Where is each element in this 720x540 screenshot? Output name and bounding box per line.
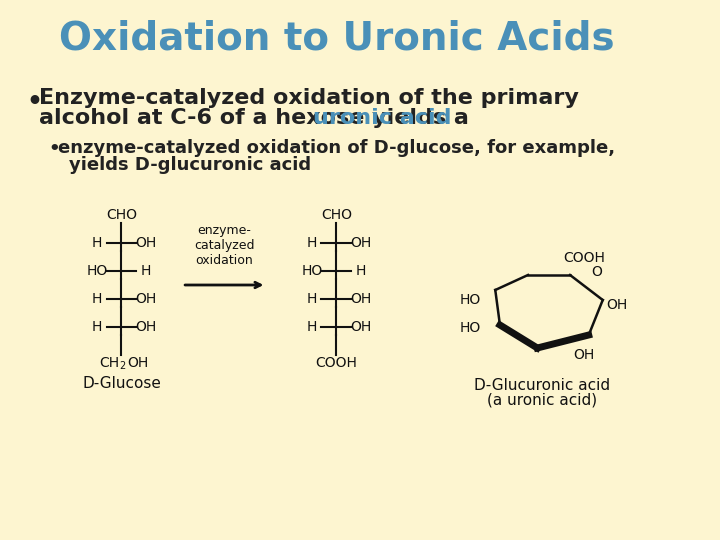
Text: Enzyme-catalyzed oxidation of the primary: Enzyme-catalyzed oxidation of the primar… <box>40 88 579 108</box>
Text: 2: 2 <box>120 361 126 371</box>
Text: OH: OH <box>135 236 156 250</box>
Text: CHO: CHO <box>106 208 137 222</box>
Text: OH: OH <box>350 292 372 306</box>
Text: OH: OH <box>350 320 372 334</box>
Text: H: H <box>356 264 366 278</box>
Text: H: H <box>92 292 102 306</box>
Text: CHO: CHO <box>321 208 352 222</box>
Text: (a uronic acid): (a uronic acid) <box>487 393 597 408</box>
Text: alcohol at C-6 of a hexose yields a: alcohol at C-6 of a hexose yields a <box>40 108 477 128</box>
Text: Oxidation to Uronic Acids: Oxidation to Uronic Acids <box>58 19 614 57</box>
Text: H: H <box>307 236 318 250</box>
Text: HO: HO <box>86 264 108 278</box>
Text: yields D-glucuronic acid: yields D-glucuronic acid <box>69 156 311 174</box>
Text: OH: OH <box>135 320 156 334</box>
Text: HO: HO <box>302 264 323 278</box>
Text: uronic acid: uronic acid <box>313 108 452 128</box>
Text: H: H <box>307 292 318 306</box>
Text: OH: OH <box>135 292 156 306</box>
Text: COOH: COOH <box>315 356 357 370</box>
Text: OH: OH <box>350 236 372 250</box>
Text: HO: HO <box>459 321 481 335</box>
Text: OH: OH <box>573 348 595 362</box>
Text: H: H <box>92 236 102 250</box>
Text: •: • <box>48 140 60 158</box>
Text: HO: HO <box>459 293 481 307</box>
Text: OH: OH <box>127 356 148 370</box>
Text: COOH: COOH <box>563 251 605 265</box>
Text: •: • <box>26 90 42 114</box>
Text: H: H <box>140 264 151 278</box>
Text: H: H <box>92 320 102 334</box>
Text: OH: OH <box>606 298 627 312</box>
Text: O: O <box>591 265 602 279</box>
Text: enzyme-
catalyzed
oxidation: enzyme- catalyzed oxidation <box>194 224 255 267</box>
Text: enzyme-catalyzed oxidation of D-glucose, for example,: enzyme-catalyzed oxidation of D-glucose,… <box>58 139 615 157</box>
Text: D-Glucuronic acid: D-Glucuronic acid <box>474 377 610 393</box>
Text: H: H <box>307 320 318 334</box>
Text: D-Glucose: D-Glucose <box>82 375 161 390</box>
Text: CH: CH <box>99 356 120 370</box>
